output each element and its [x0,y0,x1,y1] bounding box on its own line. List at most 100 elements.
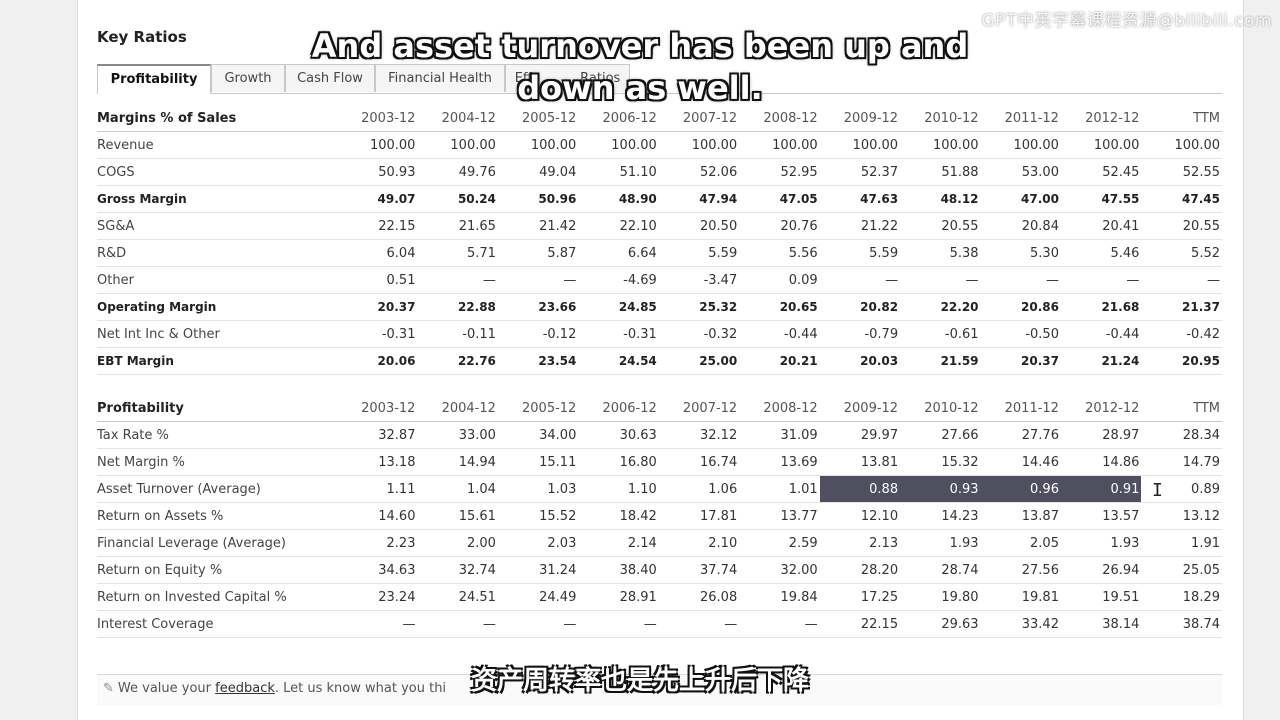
table-cell: 12.10 [819,502,901,530]
table-cell: -4.69 [578,266,659,294]
table-cell: 26.08 [658,583,740,611]
table-cell: 21.22 [819,212,901,240]
table-cell: 52.95 [739,158,820,186]
table-cell: -0.42 [1141,320,1222,348]
table-cell: — [1060,266,1142,294]
table-row: Operating Margin 20.37 22.88 23.66 24.85 25.3… [97,293,1222,321]
table-cell: — [497,610,579,638]
table-cell: 20.06 [337,347,418,375]
table-cell: 33.00 [417,421,498,449]
profitability-year-header: 2009-12 [819,395,901,422]
table-cell: -0.50 [980,320,1061,348]
table-cell: 0.89 [1141,475,1222,503]
table-cell: 38.74 [1141,610,1222,638]
table-cell: — [739,610,820,638]
table-cell: 27.56 [980,556,1061,584]
table-cell: 48.12 [900,185,981,213]
table-cell: 22.15 [337,212,418,240]
table-row: Return on Assets % 14.60 15.61 15.52 18.42 17… [97,502,1222,530]
margins-year-header: TTM [1141,105,1222,132]
row-label: Revenue [97,131,338,159]
table-cell: 20.95 [1141,347,1222,375]
table-cell: 14.94 [417,448,498,476]
feedback-prefix: We value your [117,681,212,696]
table-cell: 49.04 [497,158,579,186]
table-cell: 31.09 [739,421,820,449]
tab-efficiency-ratios[interactable]: Eff Ratios [505,64,630,92]
table-cell: 29.63 [900,610,981,638]
table-cell: 100.00 [337,131,418,159]
table-cell: 33.42 [980,610,1061,638]
table-cell: 24.54 [578,347,659,375]
pencil-icon: ✎ [103,681,114,696]
tab-cash-flow[interactable]: Cash Flow [285,64,375,92]
table-cell: 1.93 [900,529,981,557]
table-cell: 14.79 [1141,448,1222,476]
table-cell: 22.76 [417,347,498,375]
table-cell: 52.37 [819,158,901,186]
table-cell: 25.32 [658,293,740,321]
margins-year-header: 2011-12 [980,105,1061,132]
tab-bar: Profitability Growth Cash Flow Financial… [97,64,1222,94]
table-cell: 13.69 [739,448,820,476]
table-row: Net Margin % 13.18 14.94 15.11 16.80 16.74 13.… [97,448,1222,476]
tab-growth[interactable]: Growth [211,64,285,92]
row-label: COGS [97,158,338,186]
table-cell: 52.55 [1141,158,1222,186]
table-row: Financial Leverage (Average) 2.23 2.00 2.03… [97,529,1222,557]
table-cell: 20.55 [1141,212,1222,240]
table-cell: 20.37 [337,293,418,321]
profitability-year-header: 2003-12 [337,395,418,422]
table-row: Revenue 100.00 100.00 100.00 100.00 100.00 100… [97,131,1222,159]
table-cell: 49.07 [337,185,418,213]
margins-year-header: 2003-12 [337,105,418,132]
table-cell: 100.00 [1060,131,1142,159]
profitability-year-header: 2011-12 [980,395,1061,422]
table-cell: 19.81 [980,583,1061,611]
table-cell: 2.03 [497,529,579,557]
table-cell: 100.00 [1141,131,1222,159]
table-row: EBT Margin 20.06 22.76 23.54 24.54 25.00 20.21… [97,347,1222,375]
table-cell: 5.59 [819,239,901,267]
table-cell: 5.56 [739,239,820,267]
table-cell: 47.45 [1141,185,1222,213]
table-cell: 20.03 [819,347,901,375]
table-cell: 24.85 [578,293,659,321]
table-cell: 23.54 [497,347,579,375]
table-cell: -0.31 [578,320,659,348]
table-cell: 49.76 [417,158,498,186]
margins-year-header: 2004-12 [417,105,498,132]
tab-profitability[interactable]: Profitability [97,64,211,94]
table-cell: 2.10 [658,529,740,557]
table-cell: 38.40 [578,556,659,584]
table-cell: 48.90 [578,185,659,213]
table-cell: 19.51 [1060,583,1142,611]
table-cell: 52.06 [658,158,740,186]
text-cursor-icon: I [1152,480,1163,501]
table-cell: 100.00 [900,131,981,159]
table-cell: 14.23 [900,502,981,530]
table-cell: 100.00 [739,131,820,159]
table-cell: 20.41 [1060,212,1142,240]
table-cell: 0.91 [1060,475,1142,503]
table-cell: -0.12 [497,320,579,348]
row-label: Return on Invested Capital % [97,583,338,611]
table-cell: 100.00 [497,131,579,159]
table-cell: 21.37 [1141,293,1222,321]
table-cell: 14.86 [1060,448,1142,476]
table-cell: 21.68 [1060,293,1142,321]
table-cell: 2.14 [578,529,659,557]
row-label: Operating Margin [97,293,338,321]
table-cell: 19.80 [900,583,981,611]
table-row: Interest Coverage — — — — — —22.15 29.63 33.42 38… [97,610,1222,638]
table-cell: 2.05 [980,529,1061,557]
table-cell: 1.04 [417,475,498,503]
feedback-link[interactable]: feedback [215,681,275,696]
table-cell: 0.96 [980,475,1061,503]
margins-year-header: 2010-12 [900,105,981,132]
row-label: Financial Leverage (Average) [97,529,338,557]
table-cell: 20.86 [980,293,1061,321]
table-cell: 28.74 [900,556,981,584]
tab-financial-health[interactable]: Financial Health [375,64,505,92]
tab-efficiency-label-end: Ratios [580,71,621,86]
